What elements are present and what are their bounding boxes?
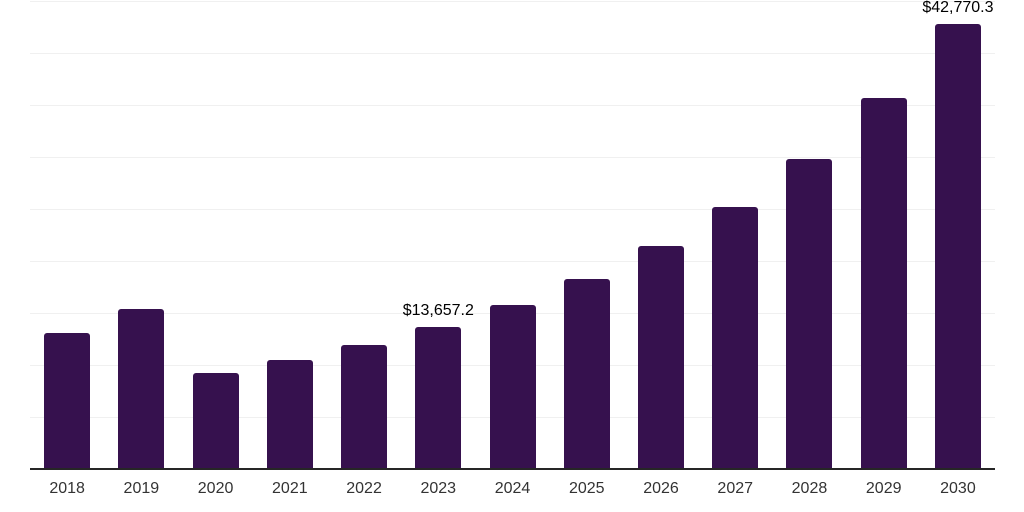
bar-2025 <box>563 279 610 469</box>
x-axis-label-2027: 2027 <box>717 480 754 497</box>
bar-2018 <box>44 333 91 469</box>
bar-slot-2029 <box>847 0 921 470</box>
x-axis-label-2021: 2021 <box>272 480 308 497</box>
gridline <box>30 1 995 3</box>
bar-slot-2021 <box>253 0 327 470</box>
bar-2020 <box>192 373 239 469</box>
x-axis-label-2018: 2018 <box>49 480 85 497</box>
bar-slot-2027 <box>698 0 772 470</box>
bar-2022 <box>341 345 388 469</box>
bar-2023 <box>415 327 462 469</box>
plot-area: $13,657.2 $42,770.3 <box>30 0 995 470</box>
x-axis-label-2025: 2025 <box>568 480 605 497</box>
bar-2030 <box>934 24 981 469</box>
x-axis-label-2024: 2024 <box>494 480 531 497</box>
bar-slot-2020 <box>178 0 252 470</box>
x-axis-label-2029: 2029 <box>865 480 902 497</box>
bar-2028 <box>786 159 833 469</box>
bar-slot-2022 <box>327 0 401 470</box>
bar-2026 <box>637 246 684 469</box>
bar-slot-2028 <box>772 0 846 470</box>
bar-slot-2026 <box>624 0 698 470</box>
x-axis-label-2026: 2026 <box>643 480 679 497</box>
gridline <box>30 261 995 263</box>
x-axis-label-2028: 2028 <box>791 480 828 497</box>
bar-2027 <box>712 207 759 469</box>
x-axis-label-2019: 2019 <box>123 480 160 497</box>
bar-slot-2019 <box>104 0 178 470</box>
x-axis-label-2023: 2023 <box>420 480 457 497</box>
gridline <box>30 209 995 211</box>
bars-group: $13,657.2 $42,770.3 <box>30 0 995 470</box>
bar-2021 <box>266 360 313 469</box>
x-axis-label-2022: 2022 <box>346 480 382 497</box>
gridline <box>30 157 995 159</box>
bar-slot-2025 <box>550 0 624 470</box>
data-label-2030: $42,770.3 <box>922 0 994 16</box>
bar-2024 <box>489 305 536 469</box>
bar-2029 <box>860 98 907 469</box>
x-axis-line <box>30 468 995 470</box>
gridline <box>30 53 995 55</box>
bar-slot-2018 <box>30 0 104 470</box>
x-axis-label-2020: 2020 <box>197 480 234 497</box>
x-axis: 2018 2019 2020 2021 2022 2023 2024 2025 2026 2027… <box>30 478 995 500</box>
bar-slot-2024 <box>475 0 549 470</box>
bar-2019 <box>118 309 165 469</box>
bar-slot-2023: $13,657.2 <box>401 0 475 470</box>
data-label-2023: $13,657.2 <box>402 302 474 319</box>
bar-slot-2030: $42,770.3 <box>921 0 995 470</box>
gridline <box>30 105 995 107</box>
x-axis-label-2030: 2030 <box>940 480 976 497</box>
